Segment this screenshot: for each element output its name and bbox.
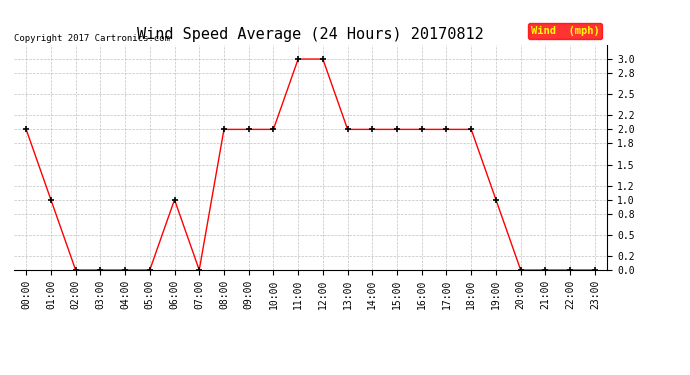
- Title: Wind Speed Average (24 Hours) 20170812: Wind Speed Average (24 Hours) 20170812: [137, 27, 484, 42]
- Text: Copyright 2017 Cartronics.com: Copyright 2017 Cartronics.com: [14, 34, 170, 43]
- Legend: Wind  (mph): Wind (mph): [528, 23, 602, 39]
